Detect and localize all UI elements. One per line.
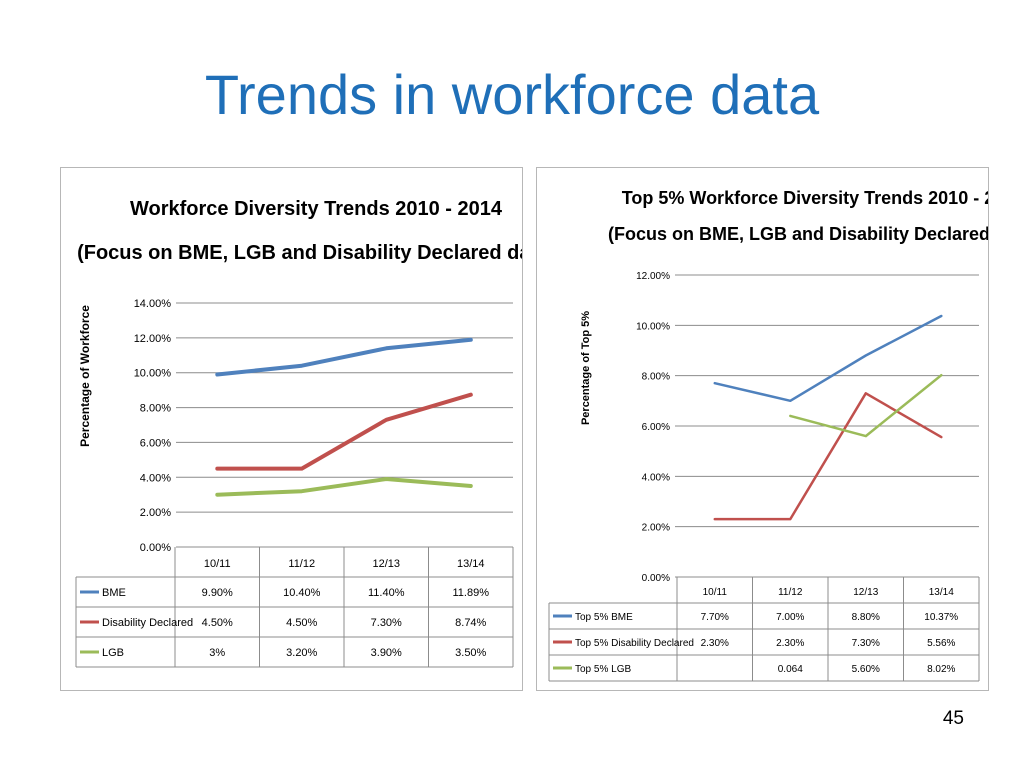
x-tick-label: 10/11 xyxy=(703,587,728,598)
chart-title: Top 5% Workforce Diversity Trends 2010 -… xyxy=(622,188,988,208)
data-label: 7.00% xyxy=(776,612,804,623)
y-tick-label: 14.00% xyxy=(134,298,172,310)
series-line-2 xyxy=(215,477,473,497)
slide-title: Trends in workforce data xyxy=(204,63,820,126)
data-point xyxy=(865,392,867,394)
series-line-1 xyxy=(215,392,473,471)
y-tick-label: 8.00% xyxy=(642,372,670,383)
data-point xyxy=(940,315,942,317)
data-point xyxy=(865,355,867,357)
data-point xyxy=(470,485,472,487)
x-tick-label: 12/13 xyxy=(372,558,400,570)
y-tick-label: 12.00% xyxy=(134,333,172,345)
top5-chart-panel: Top 5% Workforce Diversity Trends 2010 -… xyxy=(536,167,1024,691)
data-label: 7.30% xyxy=(852,638,880,649)
y-tick-label: 0.00% xyxy=(642,573,670,584)
legend-label: Disability Declared xyxy=(102,617,193,629)
data-label: 3.50% xyxy=(455,647,486,659)
y-axis-label: Percentage of Workforce xyxy=(78,305,92,447)
data-label: 11.89% xyxy=(453,587,490,599)
data-point xyxy=(470,394,472,396)
data-label: 3.20% xyxy=(286,647,317,659)
data-label: 3.90% xyxy=(371,647,402,659)
data-label: 8.80% xyxy=(852,612,880,623)
y-tick-label: 2.00% xyxy=(140,507,171,519)
data-label: 8.02% xyxy=(927,664,955,675)
chart-subtitle: (Focus on BME, LGB and Disability Declar… xyxy=(608,224,988,244)
data-point xyxy=(216,373,218,375)
data-label: 4.50% xyxy=(202,617,233,629)
series-line-1 xyxy=(713,392,943,521)
y-tick-label: 6.00% xyxy=(642,422,670,433)
legend-label: LGB xyxy=(102,647,124,659)
y-tick-label: 4.00% xyxy=(140,472,171,484)
chart-title: Workforce Diversity Trends 2010 - 2014 xyxy=(130,198,503,220)
y-tick-label: 6.00% xyxy=(140,437,171,449)
y-tick-label: 10.00% xyxy=(636,321,670,332)
x-tick-label: 10/11 xyxy=(204,558,231,570)
y-tick-label: 10.00% xyxy=(134,368,172,380)
data-label: 10.40% xyxy=(283,587,321,599)
x-tick-label: 12/13 xyxy=(853,587,878,598)
x-tick-label: 11/12 xyxy=(778,587,803,598)
data-point xyxy=(301,365,303,367)
data-label: 5.56% xyxy=(927,638,955,649)
data-point xyxy=(216,468,218,470)
chart-subtitle: (Focus on BME, LGB and Disability Declar… xyxy=(77,242,522,264)
data-label: 4.50% xyxy=(286,617,317,629)
data-point xyxy=(301,468,303,470)
top5-diversity-chart: Top 5% Workforce Diversity Trends 2010 -… xyxy=(548,188,1024,682)
series-line-0 xyxy=(215,337,473,377)
legend-label: Top 5% LGB xyxy=(575,664,631,675)
data-label: 0.064 xyxy=(778,664,803,675)
data-point xyxy=(789,400,791,402)
data-label: 5.60% xyxy=(852,664,880,675)
data-point xyxy=(301,490,303,492)
y-tick-label: 0.00% xyxy=(140,542,171,554)
data-point xyxy=(714,382,716,384)
x-tick-label: 13/14 xyxy=(929,587,954,598)
data-label: 7.30% xyxy=(371,617,402,629)
data-label: 2.30% xyxy=(776,638,804,649)
data-point xyxy=(865,435,867,437)
data-label: 7.70% xyxy=(701,612,729,623)
data-point xyxy=(385,347,387,349)
page-number: 45 xyxy=(942,708,964,729)
data-point xyxy=(714,518,716,520)
x-tick-label: 11/12 xyxy=(288,558,315,570)
data-label: 3% xyxy=(209,647,225,659)
data-point xyxy=(385,419,387,421)
y-tick-label: 8.00% xyxy=(140,403,171,415)
x-tick-label: 13/14 xyxy=(457,558,485,570)
legend-label: Top 5% Disability Declared xyxy=(575,638,694,649)
data-point xyxy=(789,415,791,417)
data-label: 8.74% xyxy=(455,617,486,629)
data-point xyxy=(385,478,387,480)
data-label: 2.30% xyxy=(701,638,729,649)
y-tick-label: 12.00% xyxy=(636,271,670,282)
workforce-chart-panel: Workforce Diversity Trends 2010 - 2014 (F… xyxy=(60,167,555,691)
data-point xyxy=(216,494,218,496)
workforce-diversity-chart: Workforce Diversity Trends 2010 - 2014 (F… xyxy=(75,198,555,668)
y-tick-label: 2.00% xyxy=(642,523,670,534)
data-label: 10.37% xyxy=(924,612,958,623)
y-tick-label: 4.00% xyxy=(642,472,670,483)
data-label: 9.90% xyxy=(202,587,233,599)
legend-label: Top 5% BME xyxy=(575,612,633,623)
series-line-0 xyxy=(713,314,943,403)
legend-label: BME xyxy=(102,587,126,599)
data-point xyxy=(940,374,942,376)
series-line-2 xyxy=(789,373,943,438)
data-label: 11.40% xyxy=(368,587,405,599)
data-point xyxy=(789,518,791,520)
data-point xyxy=(470,339,472,341)
y-axis-label: Percentage of Top 5% xyxy=(580,311,592,425)
data-point xyxy=(940,436,942,438)
